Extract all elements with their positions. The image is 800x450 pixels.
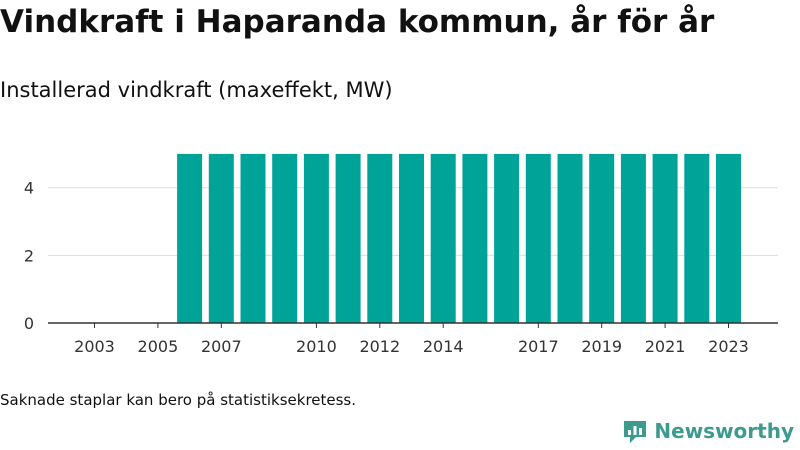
bar-2017 — [525, 153, 551, 323]
y-tick-label-0: 0 — [24, 314, 34, 333]
x-tick-label-2019: 2019 — [581, 337, 622, 356]
bar-2023 — [716, 153, 741, 323]
bar-2011 — [335, 153, 361, 323]
bar-2007 — [208, 153, 234, 323]
bars — [177, 153, 741, 323]
footnote: Saknade staplar kan bero på statistiksek… — [0, 391, 357, 409]
y-axis-ticks: 0 2 4 — [24, 179, 34, 333]
bar-2006 — [177, 153, 203, 323]
bar-2022 — [684, 153, 710, 323]
bar-2013 — [399, 153, 424, 323]
x-tick-label-2023: 2023 — [708, 337, 749, 356]
bar-2014 — [430, 153, 456, 323]
newsworthy-logo-icon — [624, 421, 647, 443]
y-tick-label-4: 4 — [24, 179, 34, 198]
brand-name: Newsworthy — [654, 419, 794, 443]
x-tick-label-2005: 2005 — [138, 337, 179, 356]
chart-title: Vindkraft i Haparanda kommun, år för år — [0, 4, 715, 40]
x-tick-label-2012: 2012 — [359, 337, 400, 356]
x-tick-label-2021: 2021 — [645, 337, 686, 356]
bar-2012 — [367, 153, 393, 323]
bar-2020 — [620, 153, 646, 323]
bar-2019 — [589, 153, 615, 323]
bar-2010 — [303, 153, 329, 323]
bar-2015 — [462, 153, 488, 323]
bar-2016 — [494, 153, 520, 323]
bar-2009 — [272, 153, 298, 323]
x-axis-ticks: 2003 2005 2007 2010 2012 2014 2017 2019 2021 2023 — [74, 323, 749, 356]
chart-subtitle: Installerad vindkraft (maxeffekt, MW) — [0, 78, 393, 102]
x-tick-label-2017: 2017 — [518, 337, 559, 356]
x-tick-label-2003: 2003 — [74, 337, 115, 356]
x-tick-label-2010: 2010 — [296, 337, 337, 356]
brand-logo[interactable]: Newsworthy — [622, 418, 794, 444]
bar-2018 — [557, 153, 583, 323]
bar-2008 — [240, 153, 266, 323]
x-tick-label-2007: 2007 — [201, 337, 242, 356]
bar-chart: 2003 2005 2007 2010 2012 2014 2017 2019 2021 2023… — [24, 153, 778, 356]
bar-2021 — [652, 153, 678, 323]
x-tick-label-2014: 2014 — [423, 337, 464, 356]
y-tick-label-2: 2 — [24, 246, 34, 265]
